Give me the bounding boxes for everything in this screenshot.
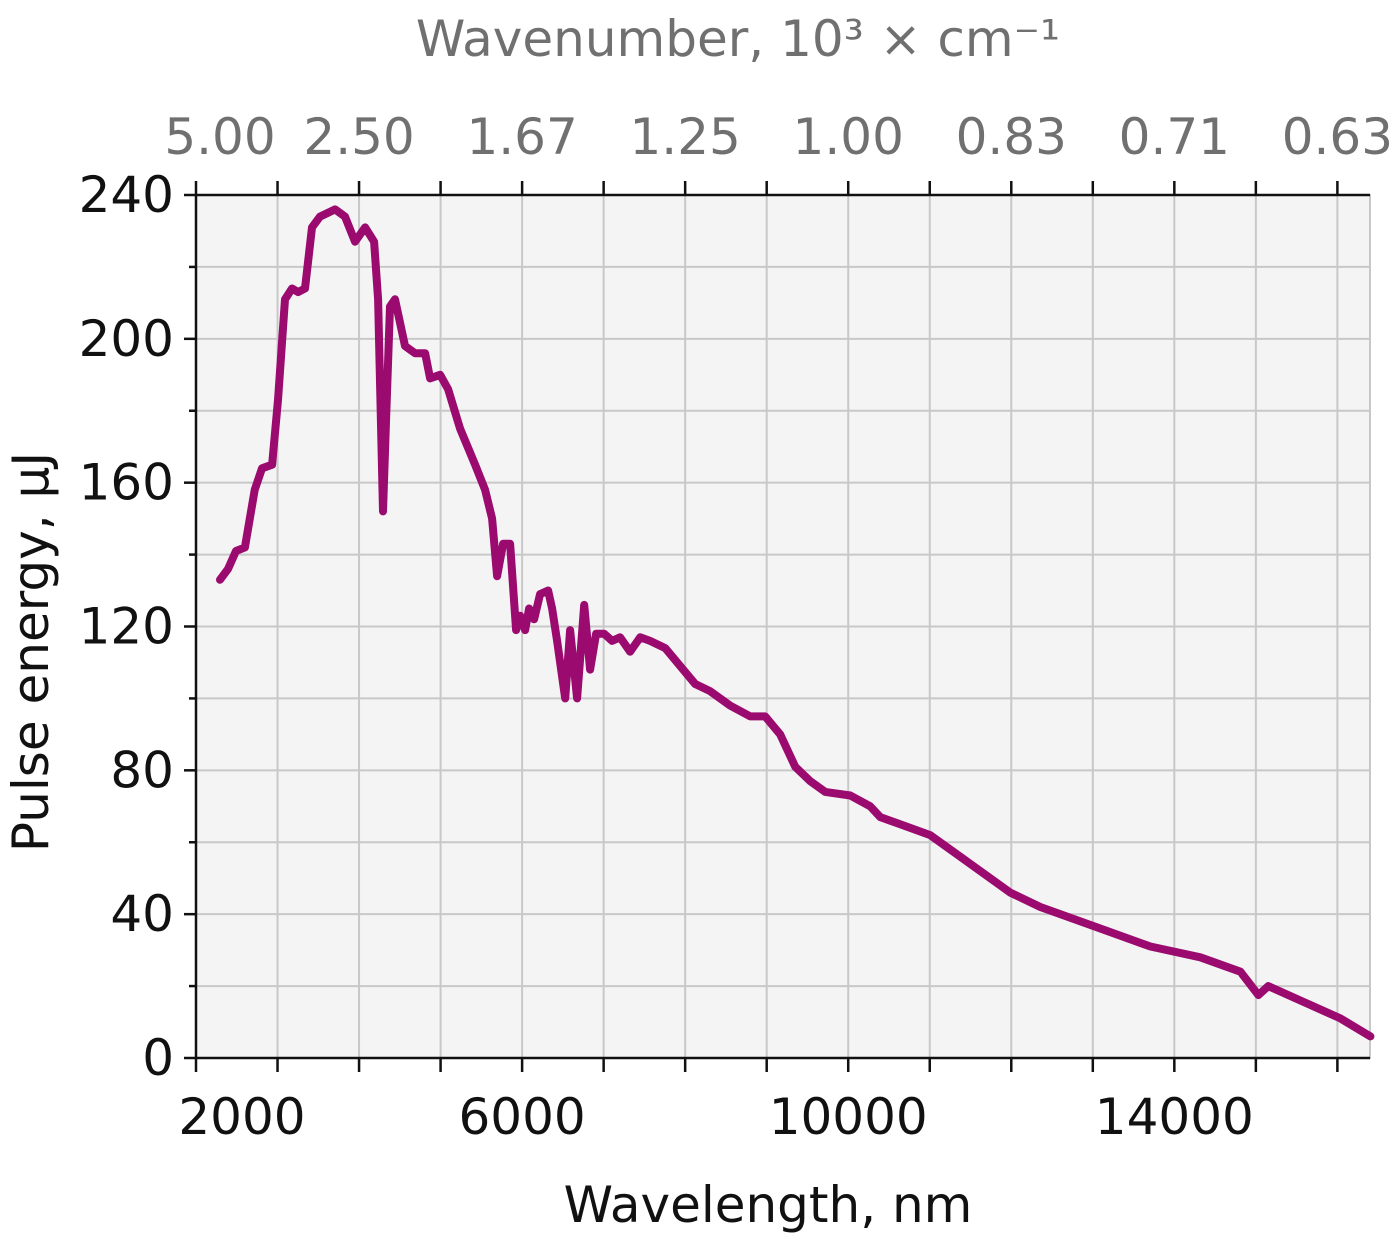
y-tick-label: 80 (110, 741, 174, 799)
x-axis-label: Wavelength, nm (564, 1176, 973, 1234)
top-tick-label: 1.25 (630, 108, 741, 166)
top-tick-label: 0.63 (1282, 108, 1393, 166)
axes (184, 181, 1371, 1072)
y-tick-label: 40 (110, 885, 174, 943)
y-tick-label: 200 (79, 310, 174, 368)
top-tick-label: 1.00 (793, 108, 904, 166)
y-tick-label: 120 (79, 598, 174, 656)
x-tick-label: 10000 (769, 1088, 928, 1146)
y-tick-label: 0 (142, 1029, 174, 1087)
x-tick-label: 6000 (458, 1088, 585, 1146)
grid (196, 195, 1370, 1058)
top-tick-label: 5.00 (164, 108, 275, 166)
top-tick-label: 1.67 (466, 108, 577, 166)
x-tick-label: 14000 (1095, 1088, 1254, 1146)
top-tick-label: 0.83 (956, 108, 1067, 166)
top-tick-label: 0.71 (1119, 108, 1230, 166)
top-tick-label: 2.50 (303, 108, 414, 166)
top-axis-label: Wavenumber, 10³ × cm⁻¹ (416, 10, 1060, 68)
y-axis-label: Pulse energy, µJ (2, 452, 60, 852)
x-tick-label: 2000 (178, 1088, 305, 1146)
series-line (216, 205, 1375, 1041)
y-tick-label: 240 (79, 166, 174, 224)
y-tick-label: 160 (79, 454, 174, 512)
